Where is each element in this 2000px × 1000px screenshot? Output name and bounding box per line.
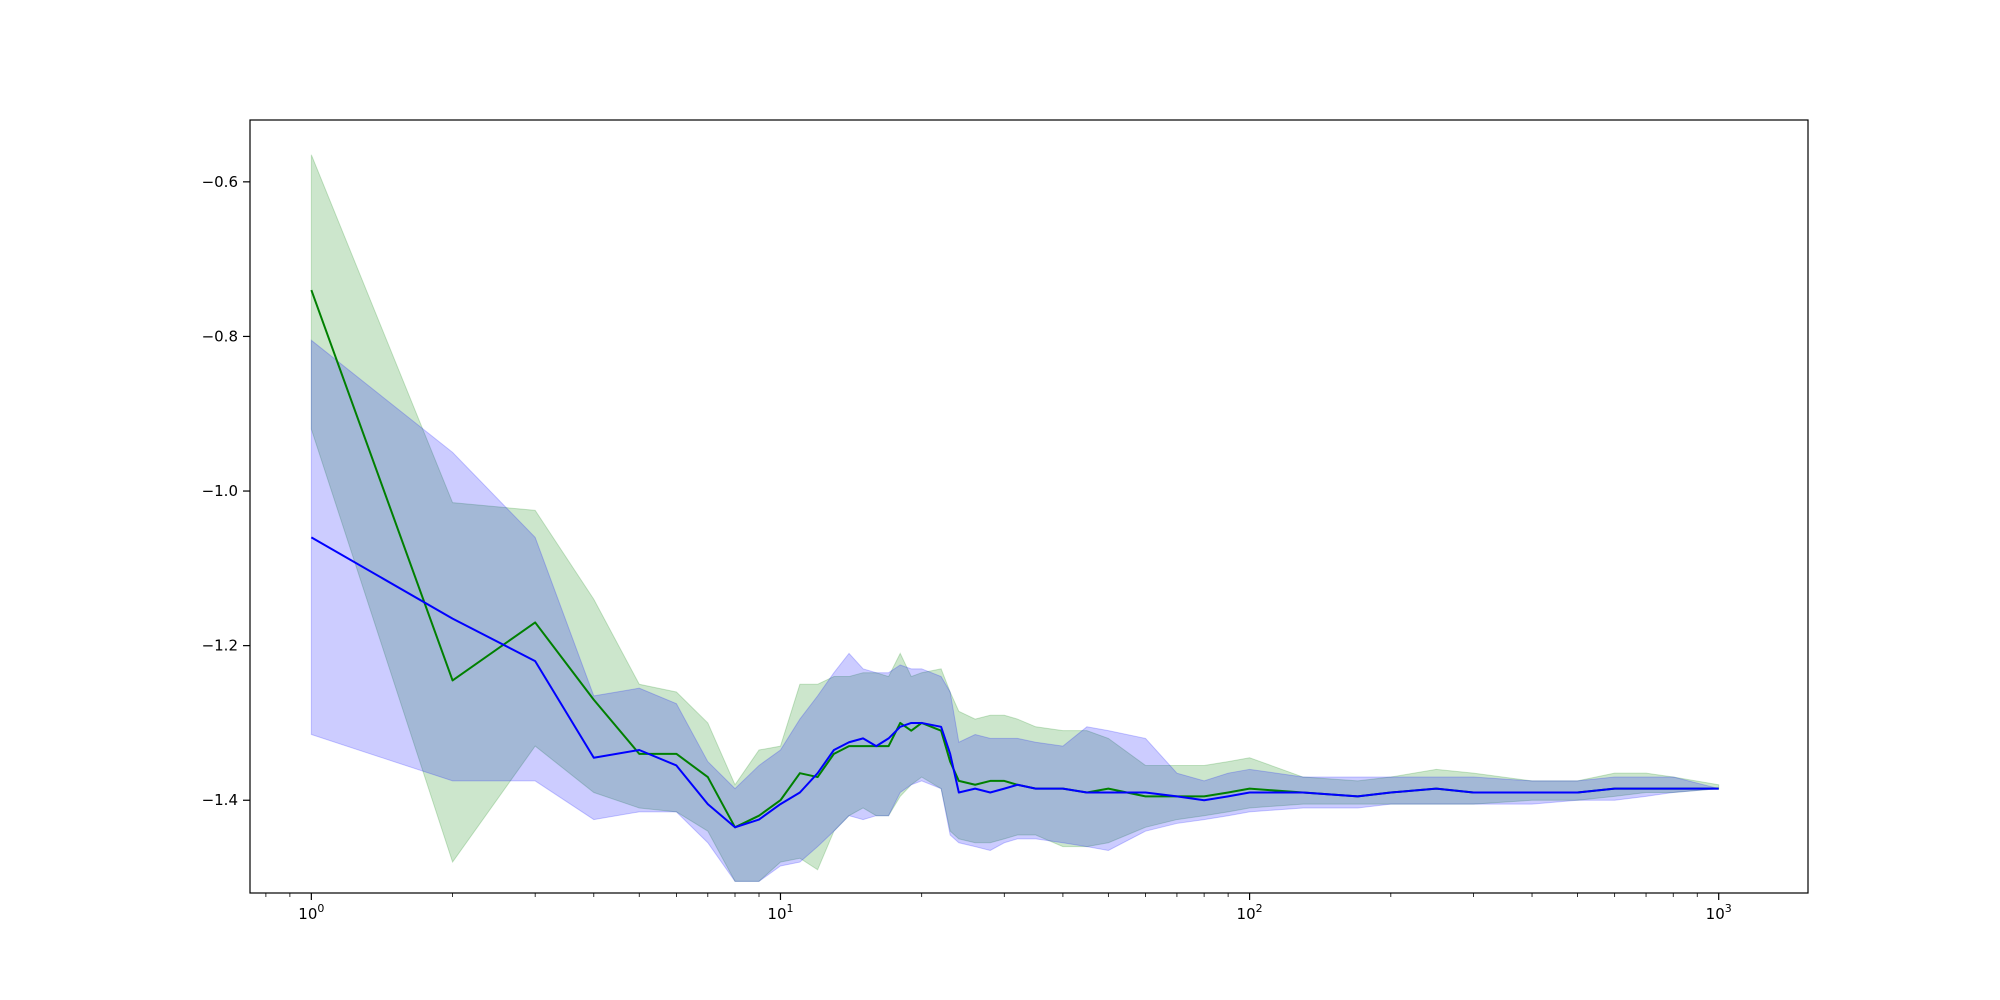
x-tick-exponent: 0	[317, 902, 324, 915]
x-tick-exponent: 2	[1256, 902, 1263, 915]
y-tick-label: −0.8	[202, 327, 238, 345]
series-lines	[310, 289, 1719, 829]
y-tick-label: −0.6	[202, 173, 238, 191]
x-tick-exponent: 3	[1725, 902, 1732, 915]
confidence-bands	[310, 154, 1720, 882]
x-tick-base: 10	[767, 905, 786, 923]
y-tick-label: −1.4	[202, 791, 238, 809]
x-axis: 100 101 102 103	[265, 893, 1732, 923]
plot-frame	[249, 119, 1809, 894]
y-axis: −0.6 −0.8 −1.0 −1.2 −1.4	[202, 173, 250, 809]
series-2-line	[310, 536, 1719, 829]
series-2-band	[310, 339, 1719, 882]
x-tick-base: 10	[298, 905, 317, 923]
x-tick-label: 103	[1706, 902, 1732, 923]
x-tick-exponent: 1	[787, 902, 794, 915]
y-tick-label: −1.2	[202, 637, 238, 655]
x-tick-label: 100	[298, 902, 324, 923]
x-tick-label: 102	[1237, 902, 1263, 923]
x-tick-base: 10	[1237, 905, 1256, 923]
y-tick-label: −1.0	[202, 482, 238, 500]
x-tick-label: 101	[767, 902, 793, 923]
x-tick-base: 10	[1706, 905, 1725, 923]
